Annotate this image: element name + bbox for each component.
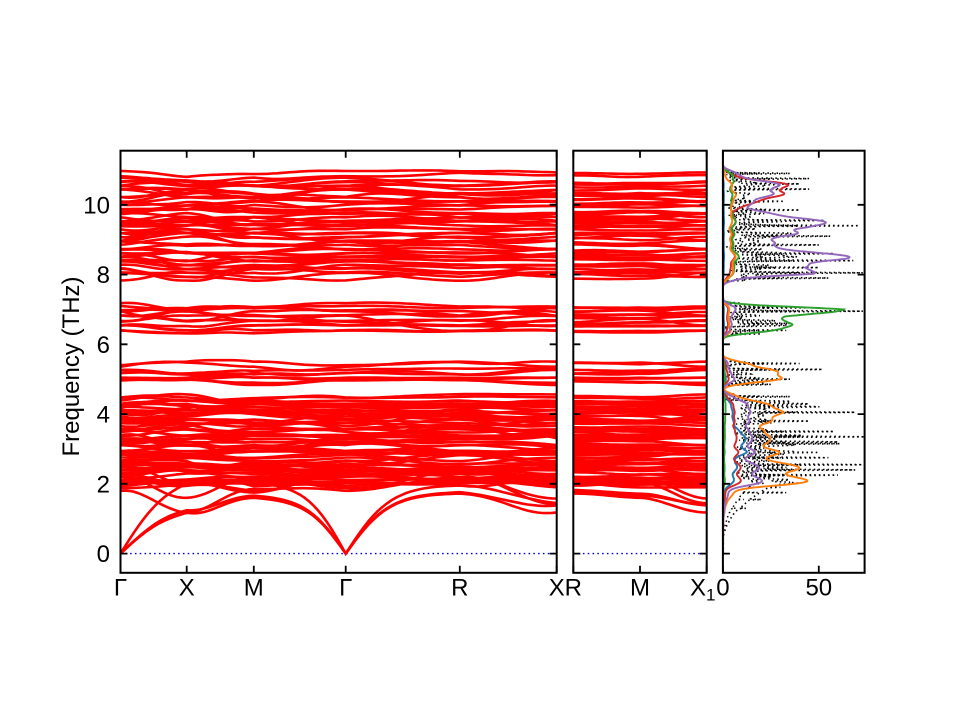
svg-text:4: 4	[97, 402, 110, 429]
svg-text:X: X	[549, 575, 565, 602]
svg-text:M: M	[244, 575, 264, 602]
svg-text:0: 0	[716, 575, 729, 602]
svg-text:8: 8	[97, 262, 110, 289]
svg-text:10: 10	[83, 192, 110, 219]
svg-text:Frequency (THz): Frequency (THz)	[58, 276, 85, 456]
svg-text:R: R	[451, 575, 468, 602]
svg-text:X: X	[179, 575, 195, 602]
svg-text:6: 6	[97, 332, 110, 359]
svg-text:2: 2	[97, 471, 110, 498]
svg-text:Γ: Γ	[114, 575, 127, 602]
svg-text:Γ: Γ	[339, 575, 352, 602]
svg-text:M: M	[630, 575, 650, 602]
svg-text:0: 0	[97, 541, 110, 568]
svg-text:R: R	[565, 575, 582, 602]
svg-text:50: 50	[805, 575, 832, 602]
